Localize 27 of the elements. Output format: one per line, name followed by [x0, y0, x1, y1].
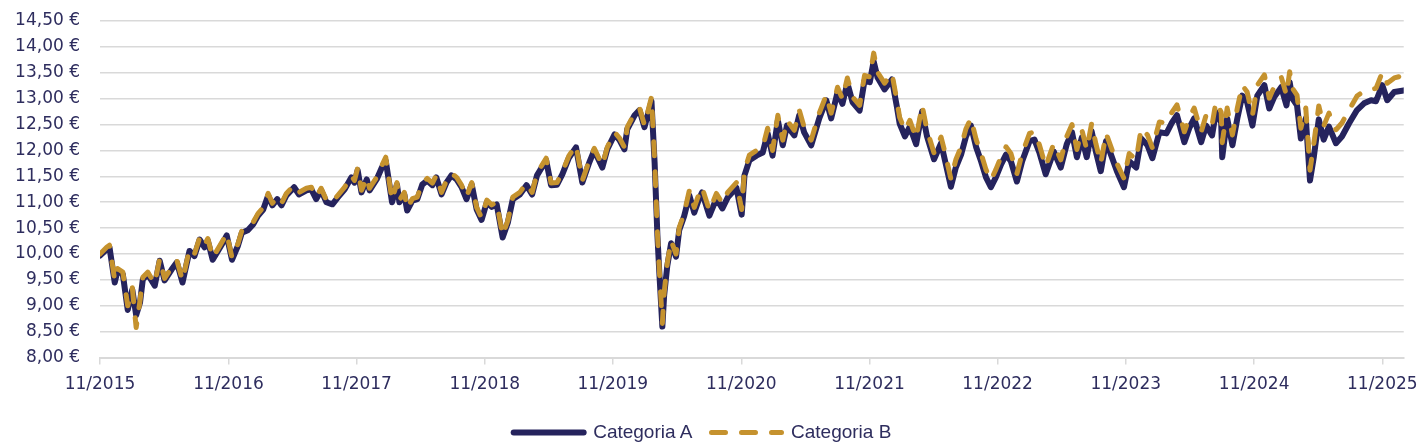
- x-tick-label: 11/2018: [449, 373, 521, 394]
- y-tick-label: 11,00 €: [15, 190, 80, 211]
- x-tick-label: 11/2022: [962, 373, 1033, 394]
- x-tick-label: 11/2019: [577, 373, 649, 394]
- legend-label: Categoria B: [791, 420, 892, 442]
- y-tick-label: 13,50 €: [15, 61, 80, 82]
- y-tick-label: 12,50 €: [15, 112, 80, 133]
- x-tick-label: 11/2025: [1347, 373, 1418, 394]
- y-tick-label: 14,50 €: [15, 9, 80, 30]
- y-tick-label: 8,00 €: [25, 346, 80, 367]
- x-tick-label: 11/2015: [64, 373, 136, 394]
- x-tick-label: 11/2021: [834, 373, 905, 394]
- x-tick-label: 11/2024: [1218, 373, 1290, 394]
- x-tick-label: 11/2017: [321, 373, 392, 394]
- y-tick-label: 10,00 €: [15, 242, 80, 263]
- y-tick-label: 8,50 €: [25, 320, 80, 341]
- y-tick-label: 14,00 €: [15, 35, 80, 56]
- x-tick-label: 11/2020: [706, 373, 777, 394]
- y-tick-label: 9,50 €: [25, 268, 80, 289]
- y-tick-label: 10,50 €: [15, 216, 80, 237]
- y-tick-label: 12,00 €: [15, 138, 80, 159]
- legend-label: Categoria A: [593, 420, 693, 442]
- x-tick-label: 11/2016: [193, 373, 264, 394]
- x-tick-label: 11/2023: [1090, 373, 1162, 394]
- y-tick-label: 9,00 €: [25, 294, 80, 315]
- y-tick-label: 11,50 €: [15, 164, 80, 185]
- y-tick-label: 13,00 €: [15, 87, 80, 108]
